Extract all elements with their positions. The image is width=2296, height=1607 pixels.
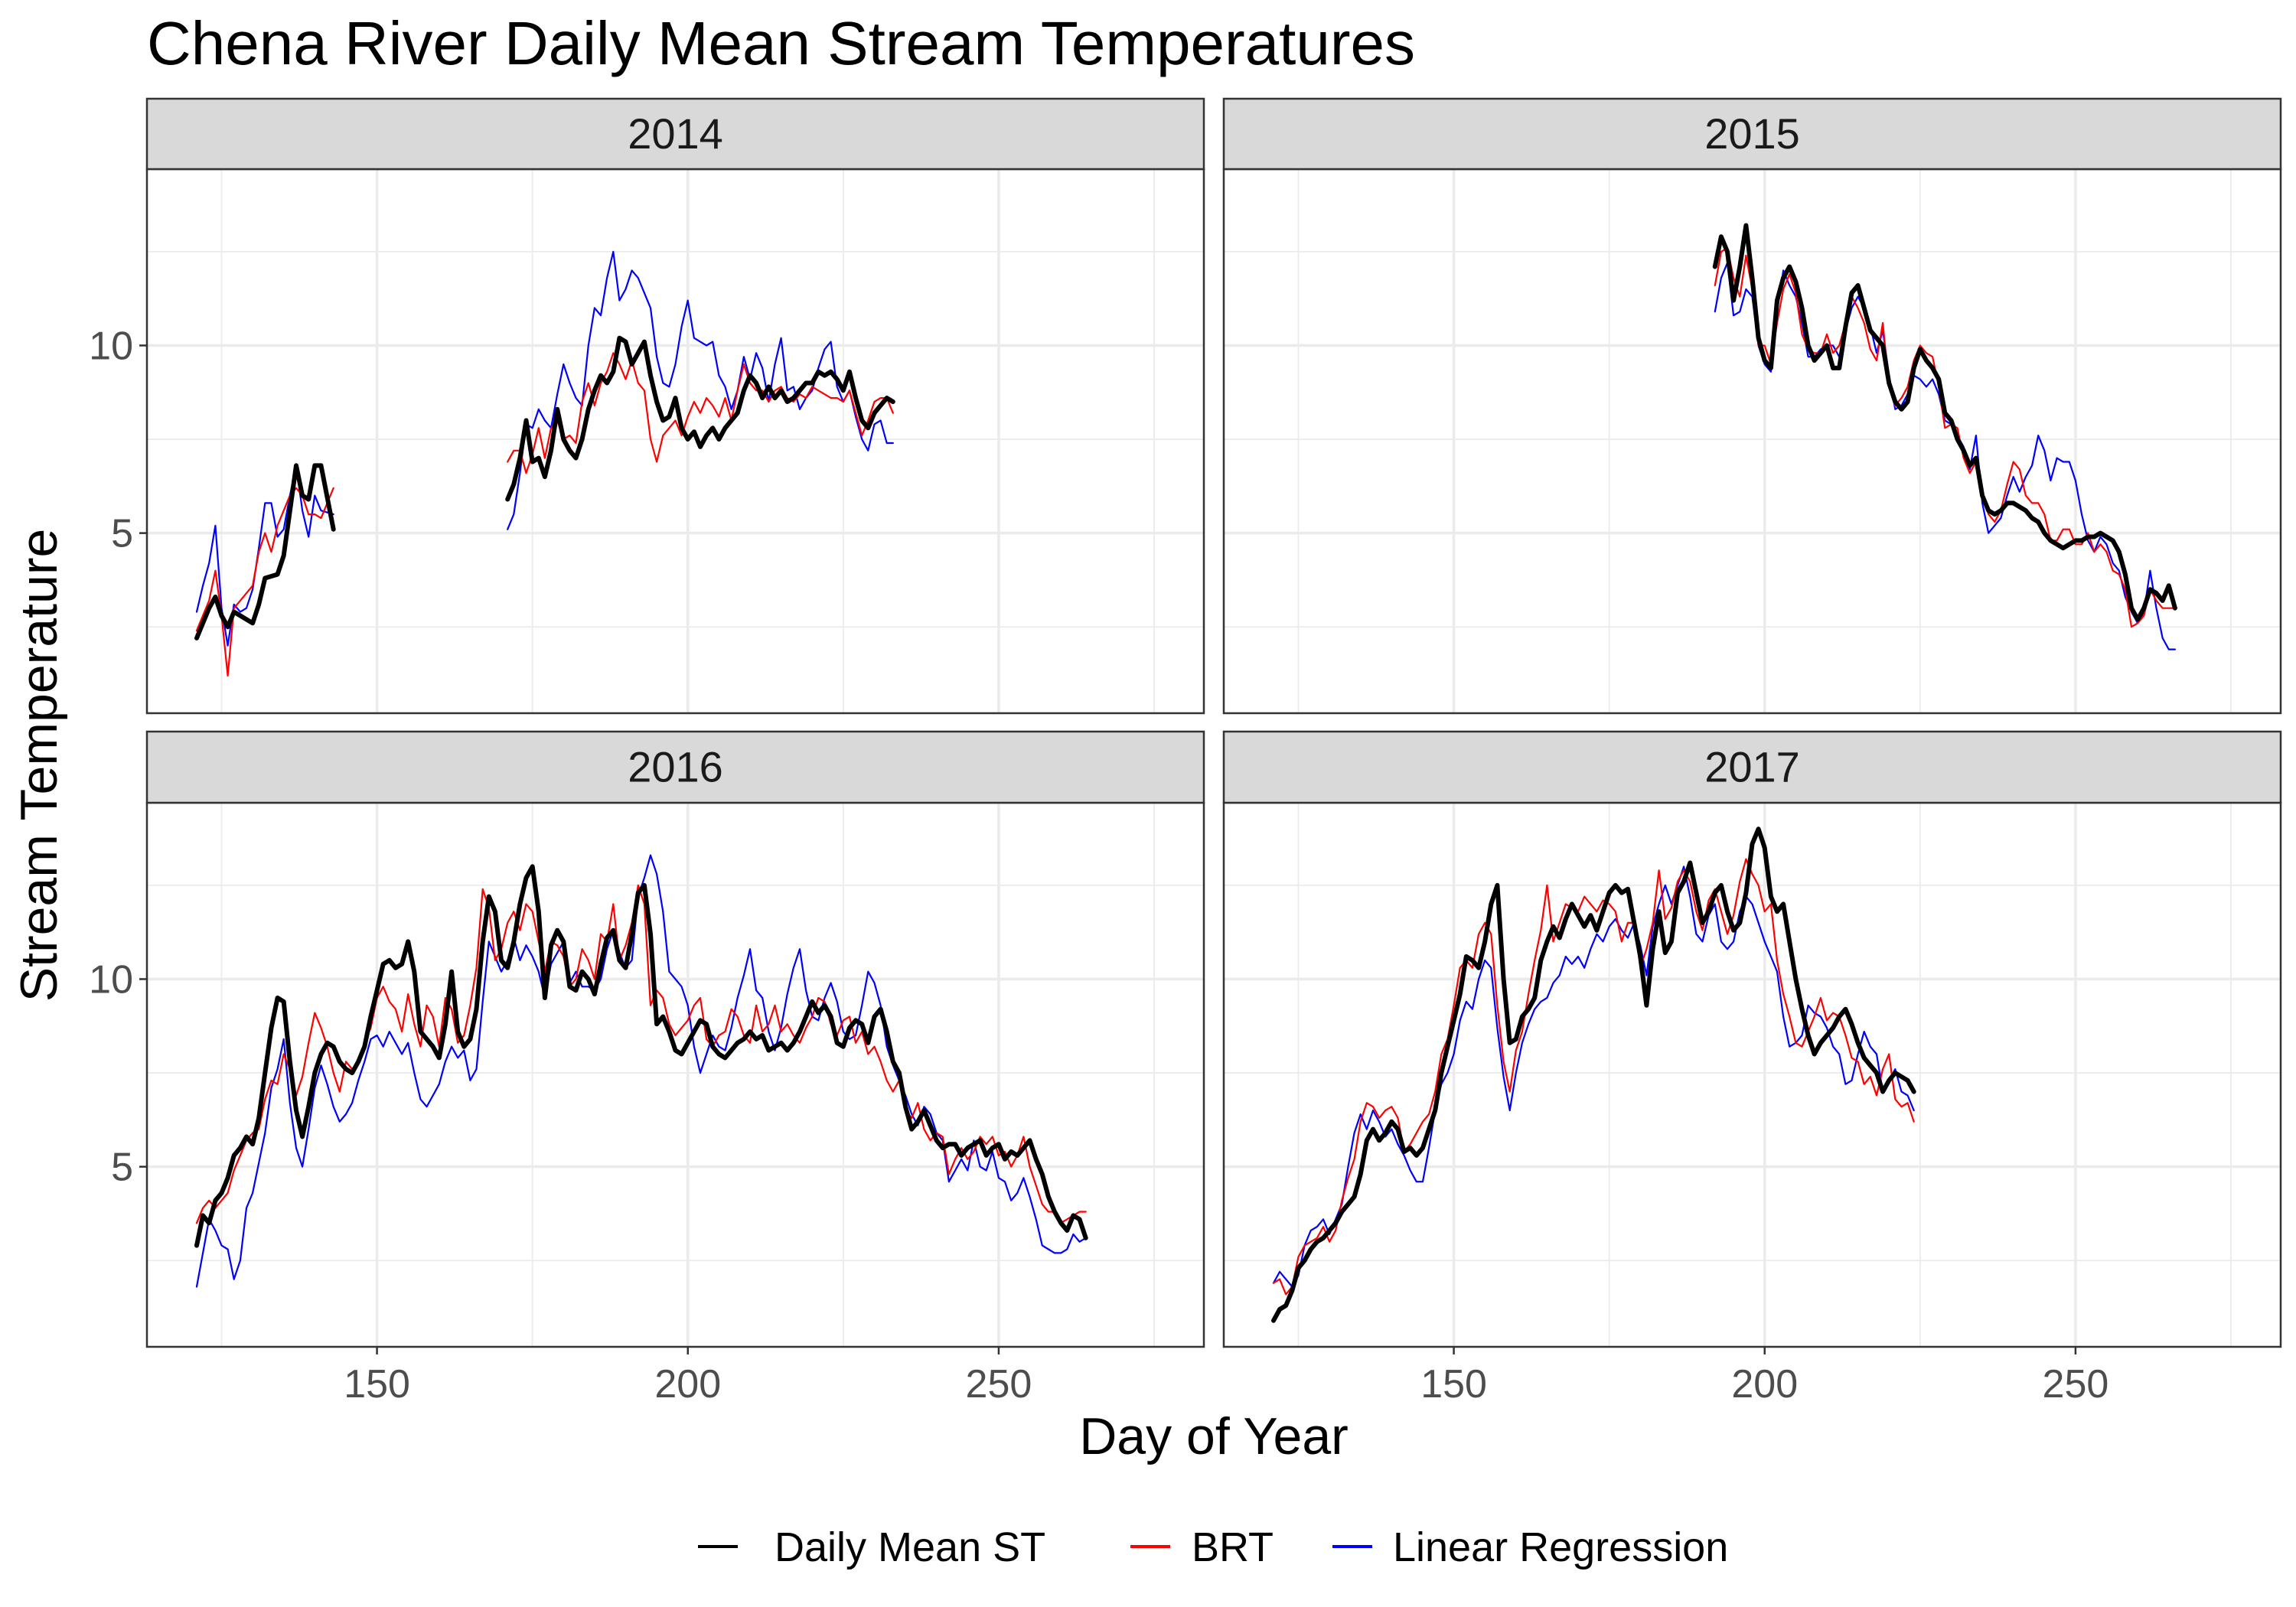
x-tick-label: 150 — [1420, 1362, 1487, 1407]
facet-strip — [1222, 730, 2282, 804]
panel-2016: 2016 5 10 150 200 250 — [89, 730, 1205, 1407]
facet-strip-label: 2014 — [628, 109, 723, 158]
series-line-daily-mean-st — [1271, 826, 1916, 1323]
y-tick-label: 10 — [89, 324, 133, 368]
panel-background — [1224, 169, 2281, 713]
y-tick-label: 5 — [111, 1146, 133, 1190]
panel-2014: 2014 5 10 — [89, 97, 1205, 715]
legend-label: Linear Regression — [1393, 1524, 1728, 1570]
facet-strip — [145, 97, 1205, 171]
series-line-linear-regression — [195, 464, 334, 647]
series-line-brt — [1714, 246, 2176, 628]
legend-item-brt: BRT — [1130, 1524, 1274, 1570]
x-tick-label: 150 — [344, 1362, 410, 1407]
legend-label: Daily Mean ST — [775, 1524, 1045, 1570]
facet-strip — [145, 730, 1205, 804]
facet-strip-label: 2015 — [1704, 109, 1800, 158]
x-tick-label: 250 — [2043, 1362, 2109, 1407]
y-axis-title: Stream Temperature — [10, 529, 68, 1002]
legend: Daily Mean ST BRT Linear Regression — [698, 1524, 1728, 1570]
panel-2017: 2017 150 200 250 — [1222, 730, 2282, 1407]
y-tick-label: 5 — [111, 512, 133, 556]
facet-strip — [1222, 97, 2282, 171]
x-tick-label: 250 — [966, 1362, 1032, 1407]
x-axis-title: Day of Year — [1079, 1407, 1349, 1465]
panel-background — [147, 803, 1204, 1347]
series-line-linear-regression — [1714, 262, 2176, 650]
series-line-linear-regression — [507, 250, 894, 530]
series-line-daily-mean-st — [1712, 223, 2177, 622]
panel-background — [1224, 803, 2281, 1347]
chart-title: Chena River Daily Mean Stream Temperatur… — [147, 9, 1415, 77]
series-line-brt — [507, 352, 894, 474]
panel-background — [147, 169, 1204, 713]
panel-2015: 2015 — [1222, 97, 2282, 715]
series-line-daily-mean-st — [194, 864, 1088, 1248]
y-tick-label: 10 — [89, 957, 133, 1002]
legend-item-linear-regression: Linear Regression — [1332, 1524, 1728, 1570]
x-tick-label: 200 — [654, 1362, 721, 1407]
legend-label: BRT — [1192, 1524, 1274, 1570]
series-line-daily-mean-st — [194, 463, 336, 641]
series-line-linear-regression — [1272, 865, 1915, 1288]
facet-strip-label: 2017 — [1704, 743, 1800, 791]
panels: 2014 5 10 2015 2016 5 10 150 200 250 2017 150 200 250 — [89, 97, 2282, 1407]
legend-item-daily-mean-st: Daily Mean ST — [698, 1524, 1045, 1570]
series-line-daily-mean-st — [505, 335, 895, 502]
x-tick-label: 200 — [1731, 1362, 1798, 1407]
facet-strip-label: 2016 — [628, 743, 723, 791]
